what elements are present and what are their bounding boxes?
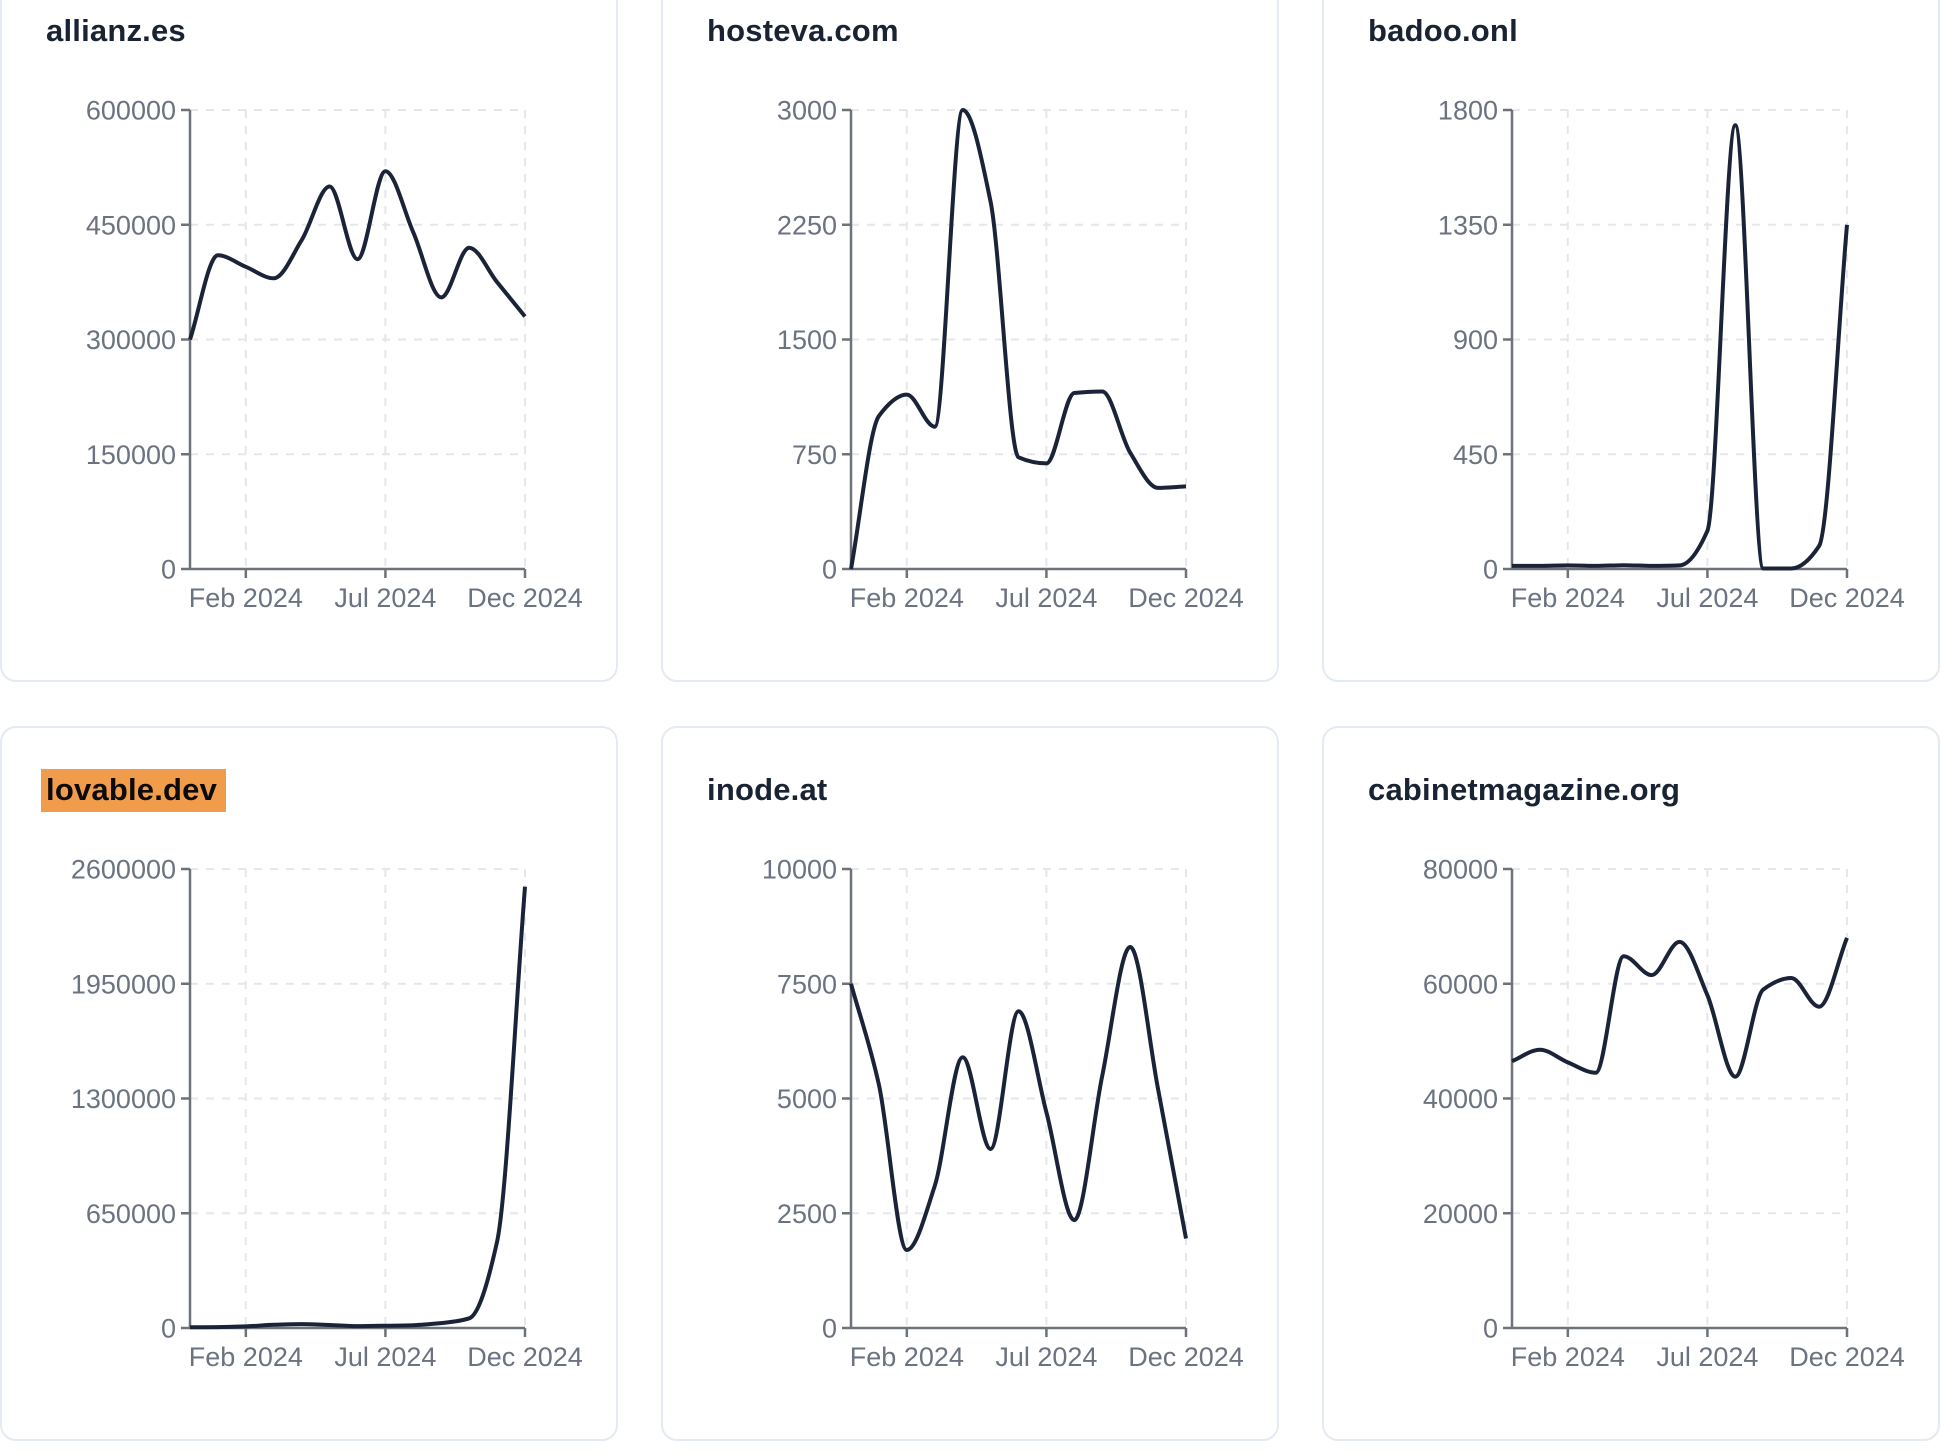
card-title: allianz.es [46,13,186,49]
y-tick-label: 450 [1453,440,1498,470]
chart-card-lovable-dev[interactable]: lovable.dev 0 650000 1300000 1950000 2600000… [0,726,618,1441]
series-line [849,945,1188,1252]
series-line [849,108,1187,570]
domain-title-text: cabinetmagazine.org [1368,772,1681,807]
y-tick-label: 450000 [86,210,176,240]
x-tick-label: Feb 2024 [1511,1342,1625,1372]
series-line [188,169,527,341]
y-tick-label: 600000 [86,96,176,126]
chart-card-cabinetmagazine-org[interactable]: cabinetmagazine.org 0 20000 40000 60000 8000… [1322,726,1940,1441]
x-tick-label: Feb 2024 [189,583,303,613]
y-tick-label: 0 [1483,555,1498,585]
series-line [1512,123,1849,571]
y-tick-label: 20000 [1423,1199,1498,1229]
chart-card-allianz-es[interactable]: allianz.es 0 150000 300000 450000 600000 Feb … [0,0,618,682]
y-tick-label: 0 [822,1314,837,1344]
chart-card-hosteva-com[interactable]: hosteva.com 0 750 1500 2250 3000 Feb 2024 Jul … [661,0,1279,682]
line-chart: 0 150000 300000 450000 600000 Feb 2024 Jul 202… [86,96,583,614]
y-tick-label: 1350 [1438,210,1498,240]
y-tick-label: 1800 [1438,96,1498,126]
x-tick-label: Jul 2024 [995,583,1097,613]
line-chart: 0 450 900 1350 1800 Feb 2024 Jul 2024 Dec 2024 [1438,96,1905,614]
x-tick-label: Dec 2024 [1128,1342,1244,1372]
chart-card-badoo-onl[interactable]: badoo.onl 0 450 900 1350 1800 Feb 2024 Jul 202… [1322,0,1940,682]
line-chart: 0 20000 40000 60000 80000 Feb 2024 Jul 2024 Dec… [1423,855,1905,1373]
series-line [189,886,527,1330]
y-tick-label: 40000 [1423,1084,1498,1114]
y-tick-label: 60000 [1423,969,1498,999]
x-tick-label: Jul 2024 [995,1342,1097,1372]
y-tick-label: 1500 [777,325,837,355]
card-title: lovable.dev [41,769,227,812]
y-tick-label: 3000 [777,96,837,126]
domain-title-text: hosteva.com [707,13,899,48]
card-title: badoo.onl [1368,13,1518,49]
x-tick-label: Jul 2024 [334,1342,436,1372]
y-tick-label: 900 [1453,325,1498,355]
x-tick-label: Dec 2024 [467,1342,583,1372]
domain-title-text-highlighted: lovable.dev [41,769,227,812]
x-tick-label: Jul 2024 [334,583,436,613]
y-tick-label: 2500 [777,1199,837,1229]
domain-title-text: inode.at [707,772,828,807]
card-title: inode.at [707,772,827,808]
domain-title-text: badoo.onl [1368,13,1518,48]
y-tick-label: 750 [792,440,837,470]
x-tick-label: Feb 2024 [189,1342,303,1372]
x-tick-label: Dec 2024 [1789,583,1905,613]
y-tick-label: 2250 [777,210,837,240]
y-tick-label: 5000 [777,1084,837,1114]
y-tick-label: 1950000 [71,969,176,999]
x-tick-label: Dec 2024 [1128,583,1244,613]
y-tick-label: 650000 [86,1199,176,1229]
y-tick-label: 1300000 [71,1084,176,1114]
y-tick-label: 0 [161,1314,176,1344]
chart-card-inode-at[interactable]: inode.at 0 2500 5000 7500 10000 Feb 2024 Jul 2… [661,726,1279,1441]
series-line [1511,937,1849,1079]
card-title: cabinetmagazine.org [1368,772,1680,808]
y-tick-label: 7500 [777,969,837,999]
x-tick-label: Feb 2024 [850,583,964,613]
x-tick-label: Feb 2024 [1511,583,1625,613]
x-tick-label: Dec 2024 [1789,1342,1905,1372]
y-tick-label: 10000 [762,855,837,885]
y-tick-label: 300000 [86,325,176,355]
y-tick-label: 0 [161,555,176,585]
y-tick-label: 0 [1483,1314,1498,1344]
y-tick-label: 150000 [86,440,176,470]
card-title: hosteva.com [707,13,899,49]
x-tick-label: Jul 2024 [1656,1342,1758,1372]
x-tick-label: Jul 2024 [1656,583,1758,613]
y-tick-label: 0 [822,555,837,585]
line-chart: 0 750 1500 2250 3000 Feb 2024 Jul 2024 Dec 2024 [777,96,1244,614]
x-tick-label: Feb 2024 [850,1342,964,1372]
y-tick-label: 80000 [1423,855,1498,885]
line-chart: 0 2500 5000 7500 10000 Feb 2024 Jul 2024 Dec 20… [762,855,1244,1373]
domain-title-text: allianz.es [46,13,186,48]
y-tick-label: 2600000 [71,855,176,885]
line-chart: 0 650000 1300000 1950000 2600000 Feb 2024 Jul … [71,855,583,1373]
x-tick-label: Dec 2024 [467,583,583,613]
